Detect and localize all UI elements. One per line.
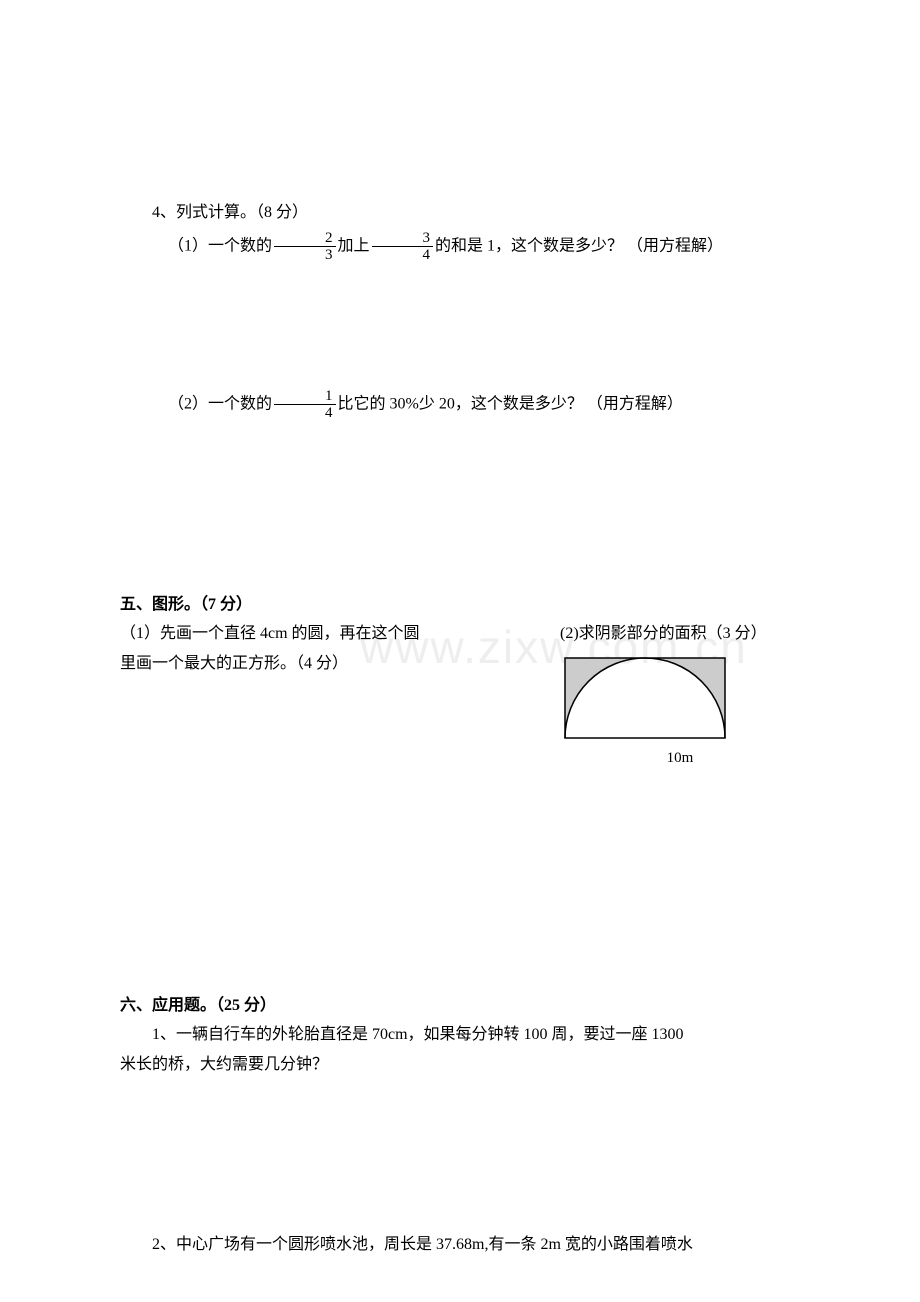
q4-sub2: （2）一个数的14比它的 30%少 20，这个数是多少？ （用方程解） — [120, 388, 800, 422]
figure-label: 10m — [560, 750, 800, 767]
fraction-3-4: 34 — [372, 230, 434, 264]
q4-sub2-suffix: 比它的 30%少 20，这个数是多少？ （用方程解） — [338, 395, 683, 412]
s6-q1-line2: 米长的桥，大约需要几分钟？ — [120, 1052, 800, 1078]
s5-right-col: (2)求阴影部分的面积（3 分） 10m — [560, 621, 800, 767]
frac-num: 3 — [372, 230, 434, 248]
section-5-title: 五、图形。（7 分） — [120, 592, 800, 618]
s6-q1-line1: 1、一辆自行车的外轮胎直径是 70cm，如果每分钟转 100 周，要过一座 13… — [120, 1022, 800, 1048]
frac-num: 1 — [274, 388, 336, 406]
q4-sub1-prefix: （1）一个数的 — [168, 237, 272, 254]
fraction-1-4: 14 — [274, 388, 336, 422]
page-content: 4、列式计算。（8 分） （1）一个数的23加上34的和是 1，这个数是多少？ … — [120, 200, 800, 1257]
semicircle-figure-svg — [560, 653, 730, 743]
s5-left-line1: （1）先画一个直径 4cm 的圆，再在这个圆 — [120, 621, 540, 647]
s5-left-line2: 里画一个最大的正方形。（4 分） — [120, 651, 540, 677]
frac-num: 2 — [274, 230, 336, 248]
frac-den: 4 — [274, 405, 336, 422]
section-5-row: （1）先画一个直径 4cm 的圆，再在这个圆 里画一个最大的正方形。（4 分） … — [120, 621, 800, 767]
q4-sub1-mid: 加上 — [338, 237, 370, 254]
section-6-title: 六、应用题。（25 分） — [120, 993, 800, 1019]
s6-q2-line: 2、中心广场有一个圆形喷水池，周长是 37.68m,有一条 2m 宽的小路围着喷… — [120, 1232, 800, 1258]
q4-sub1-suffix: 的和是 1，这个数是多少？ （用方程解） — [435, 237, 723, 254]
fraction-2-3: 23 — [274, 230, 336, 264]
frac-den: 4 — [372, 247, 434, 264]
shaded-figure: 10m — [560, 653, 800, 767]
q4-sub1: （1）一个数的23加上34的和是 1，这个数是多少？ （用方程解） — [120, 230, 800, 264]
s5-left-col: （1）先画一个直径 4cm 的圆，再在这个圆 里画一个最大的正方形。（4 分） — [120, 621, 540, 680]
q4-sub2-prefix: （2）一个数的 — [168, 395, 272, 412]
frac-den: 3 — [274, 247, 336, 264]
s5-right-text: (2)求阴影部分的面积（3 分） — [560, 621, 800, 647]
shaded-region — [565, 658, 725, 738]
q4-heading: 4、列式计算。（8 分） — [120, 200, 800, 226]
